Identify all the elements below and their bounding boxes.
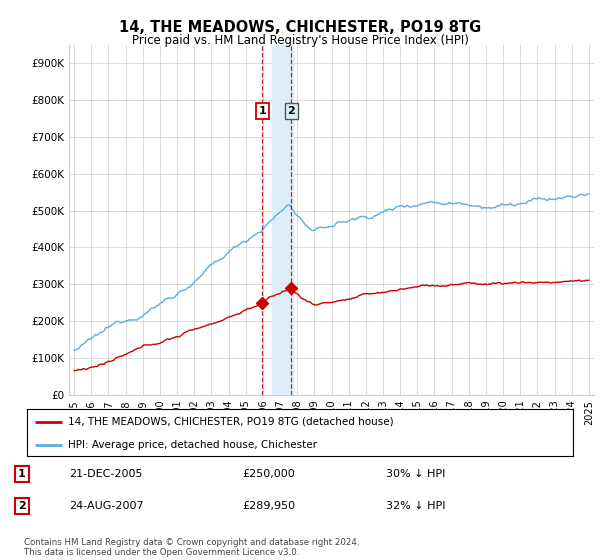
Text: 32% ↓ HPI: 32% ↓ HPI xyxy=(386,501,446,511)
Text: 14, THE MEADOWS, CHICHESTER, PO19 8TG (detached house): 14, THE MEADOWS, CHICHESTER, PO19 8TG (d… xyxy=(68,417,394,427)
Text: 14, THE MEADOWS, CHICHESTER, PO19 8TG: 14, THE MEADOWS, CHICHESTER, PO19 8TG xyxy=(119,20,481,35)
Text: 24-AUG-2007: 24-AUG-2007 xyxy=(70,501,144,511)
Text: 1: 1 xyxy=(18,469,26,479)
Text: 21-DEC-2005: 21-DEC-2005 xyxy=(70,469,143,479)
Text: 2: 2 xyxy=(18,501,26,511)
Text: 1: 1 xyxy=(259,106,266,116)
Text: £250,000: £250,000 xyxy=(242,469,295,479)
Text: HPI: Average price, detached house, Chichester: HPI: Average price, detached house, Chic… xyxy=(68,441,317,450)
Bar xyxy=(272,45,293,395)
Text: 2: 2 xyxy=(287,106,295,116)
Text: 30% ↓ HPI: 30% ↓ HPI xyxy=(386,469,446,479)
Text: £289,950: £289,950 xyxy=(242,501,296,511)
Text: Contains HM Land Registry data © Crown copyright and database right 2024.
This d: Contains HM Land Registry data © Crown c… xyxy=(24,538,359,557)
Text: Price paid vs. HM Land Registry's House Price Index (HPI): Price paid vs. HM Land Registry's House … xyxy=(131,34,469,46)
